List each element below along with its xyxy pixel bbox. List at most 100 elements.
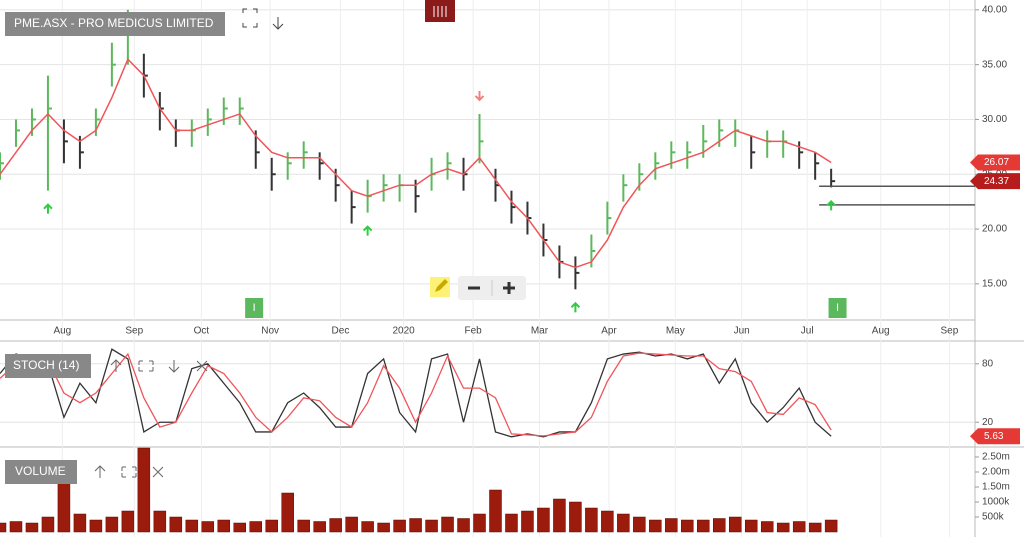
volume-bar xyxy=(361,521,374,533)
series-line xyxy=(0,352,832,437)
price-tag-label: 5.63 xyxy=(984,431,1004,442)
volume-bar xyxy=(409,518,422,533)
volume-bar xyxy=(665,518,678,533)
expand-icon[interactable] xyxy=(121,466,137,478)
volume-bar xyxy=(41,516,55,533)
volume-bar xyxy=(105,516,119,533)
volume-bar xyxy=(569,501,582,533)
volume-bar xyxy=(57,480,71,533)
volume-bar xyxy=(776,522,790,533)
volume-bar xyxy=(697,519,710,533)
event-marker-label: I xyxy=(253,302,256,314)
y-tick-label: 1.50m xyxy=(982,482,1010,493)
volume-bar xyxy=(121,510,135,533)
volume-bar xyxy=(25,522,39,533)
volume-bar xyxy=(169,516,183,533)
volume-bar xyxy=(713,518,726,533)
volume-bar xyxy=(185,519,199,533)
x-tick-label: Dec xyxy=(332,326,350,337)
volume-bar xyxy=(633,516,646,533)
buy-signal xyxy=(826,199,836,211)
y-tick-label: 20.00 xyxy=(982,224,1007,235)
volume-bar xyxy=(217,519,231,533)
down-icon[interactable] xyxy=(272,17,284,30)
volume-bar xyxy=(824,519,838,533)
y-tick-label: 30.00 xyxy=(982,114,1007,125)
legend-box xyxy=(5,460,77,484)
volume-bar xyxy=(681,519,694,533)
price-tag xyxy=(970,428,1020,445)
zoom-in[interactable] xyxy=(503,282,515,294)
volume-bar xyxy=(0,522,7,533)
volume-bar xyxy=(9,521,23,533)
volume-bar xyxy=(585,507,598,533)
volume-bar xyxy=(473,513,486,533)
volume-bar xyxy=(760,521,774,533)
event-marker xyxy=(245,298,264,318)
volume-bar xyxy=(505,513,518,533)
y-tick-label: 1000k xyxy=(982,497,1010,508)
volume-bar xyxy=(553,498,566,533)
volume-bar xyxy=(425,519,438,533)
volume-bar xyxy=(617,513,630,533)
volume-bar xyxy=(137,447,151,533)
up-icon[interactable] xyxy=(110,359,122,372)
volume-bar xyxy=(73,513,87,533)
volume-bar xyxy=(537,507,550,533)
x-tick-label: Jun xyxy=(734,326,750,337)
expand-icon[interactable] xyxy=(138,360,154,372)
x-tick-label: Sep xyxy=(125,326,143,337)
x-tick-label: Sep xyxy=(941,326,959,337)
x-tick-label: 2020 xyxy=(392,326,415,337)
y-tick-label: 2.00m xyxy=(982,467,1010,478)
y-tick-label: 35.00 xyxy=(982,59,1007,70)
volume-bar xyxy=(393,519,406,533)
volume-bar xyxy=(601,510,614,533)
expand-icon[interactable] xyxy=(242,8,258,28)
volume-bar xyxy=(89,519,103,533)
close-icon[interactable] xyxy=(152,466,164,478)
y-tick-label: 2.50m xyxy=(982,452,1010,463)
x-tick-label: Aug xyxy=(53,326,71,337)
volume-bar xyxy=(249,521,262,533)
volume-bar xyxy=(649,519,662,533)
series-line xyxy=(0,57,832,269)
volume-bar xyxy=(377,522,390,533)
price-tag-label: 26.07 xyxy=(984,157,1009,168)
volume-bar xyxy=(808,522,822,533)
legend-box xyxy=(5,354,91,378)
volume-bar xyxy=(521,510,534,533)
x-tick-label: Nov xyxy=(261,326,279,337)
y-tick-label: 80 xyxy=(982,358,994,369)
x-tick-label: Oct xyxy=(194,326,210,337)
y-tick-label: 40.00 xyxy=(982,5,1007,16)
legend-box xyxy=(5,12,225,36)
volume-bar xyxy=(233,522,247,533)
volume-bar xyxy=(297,519,310,533)
chart-title: PME.ASX - PRO MEDICUS LIMITED xyxy=(14,16,214,30)
down-icon[interactable] xyxy=(168,360,180,373)
menu-button[interactable] xyxy=(425,0,455,22)
x-tick-label: Jul xyxy=(801,326,814,337)
event-marker xyxy=(828,298,847,318)
up-icon[interactable] xyxy=(94,465,106,478)
pencil-icon xyxy=(435,279,448,292)
volume-bar xyxy=(329,518,342,533)
price-tag xyxy=(970,154,1020,171)
y-tick-label: 20 xyxy=(982,417,994,428)
menu-icon xyxy=(433,6,447,17)
x-tick-label: Apr xyxy=(601,326,617,337)
close-icon[interactable] xyxy=(196,360,208,372)
y-tick-label: 15.00 xyxy=(982,278,1007,289)
x-tick-label: Mar xyxy=(531,326,549,337)
volume-bar xyxy=(489,489,502,533)
x-tick-label: Feb xyxy=(464,326,482,337)
price-tag-label: 24.37 xyxy=(984,176,1009,187)
volume-bar xyxy=(457,518,470,533)
volume-bar xyxy=(281,492,294,533)
panel-title: STOCH (14) xyxy=(13,358,79,372)
volume-bar xyxy=(792,521,806,533)
